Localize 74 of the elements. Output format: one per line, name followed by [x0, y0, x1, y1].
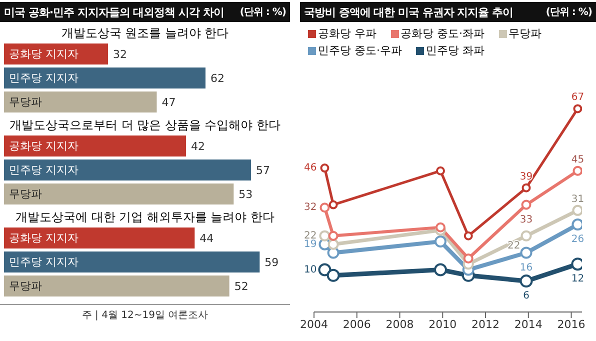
- data-label: 59: [264, 256, 279, 269]
- data-label: 12: [571, 274, 584, 285]
- data-label: 53: [238, 188, 253, 201]
- point: [434, 236, 446, 248]
- data-label: 62: [210, 72, 224, 85]
- point: [572, 204, 582, 216]
- data-label: 57: [256, 164, 270, 177]
- x-tick-label: 2004: [300, 318, 328, 331]
- data-label: 45: [571, 154, 584, 166]
- data-label: 42: [191, 140, 205, 153]
- data-label: 26: [571, 234, 584, 246]
- point: [328, 200, 338, 210]
- point: [320, 202, 330, 213]
- data-label: 39: [520, 171, 533, 182]
- point: [522, 183, 531, 192]
- y-tick-label: 민주당 지지자: [9, 255, 78, 268]
- data-label: 44: [200, 232, 214, 245]
- chart-title: 미국 공화·민주 지지자들의 대외정책 시각 차이: [4, 4, 224, 20]
- data-label: 47: [162, 96, 176, 109]
- text: 주 | 4월 12~19일 여론조사: [82, 310, 208, 321]
- data-label: 22: [508, 240, 520, 252]
- legend-label: 무당파: [508, 26, 542, 41]
- chart-subtitle: 개발도상국에 대한 기업 해외투자를 늘려야 한다: [14, 209, 276, 226]
- point: [328, 230, 338, 241]
- point: [572, 166, 582, 176]
- data-label: 32: [113, 48, 127, 61]
- legend-label: 민주당 좌파: [425, 43, 484, 58]
- chart-title: 국방비 증액에 대한 미국 유권자 지지율 추이: [304, 4, 513, 20]
- point: [520, 274, 533, 288]
- point: [436, 166, 445, 176]
- point: [520, 230, 532, 242]
- point: [319, 230, 330, 242]
- x-tick-label: 2012: [472, 318, 500, 331]
- point: [318, 263, 332, 276]
- data-label: 32: [304, 202, 317, 214]
- text: (단위 : %): [240, 6, 286, 19]
- point: [464, 231, 473, 240]
- data-label: 19: [304, 238, 317, 250]
- y-tick-label: 공화당 지지자: [9, 47, 78, 60]
- point: [328, 238, 339, 250]
- data-label: 16: [520, 262, 533, 274]
- y-tick-label: 무당파: [9, 95, 42, 108]
- data-label: 10: [304, 264, 317, 276]
- legend-label: 공화당 우파: [317, 26, 376, 41]
- data-label: 67: [571, 92, 584, 104]
- x-tick-label: 2008: [386, 318, 414, 331]
- y-tick-label: 민주당 지지자: [9, 71, 78, 84]
- x-tick-label: 2014: [514, 318, 542, 331]
- point: [463, 253, 474, 264]
- point: [434, 263, 447, 276]
- point: [573, 104, 582, 114]
- y-tick-label: 무당파: [9, 187, 42, 200]
- point: [520, 246, 532, 259]
- point: [521, 200, 532, 210]
- data-label: 46: [304, 162, 317, 174]
- x-tick-label: 2006: [342, 318, 371, 331]
- chart-subtitle: 개발도상국으로부터 더 많은 상품을 수입해야 한다: [8, 117, 282, 134]
- legend-label: 공화당 중도·좌파: [400, 26, 484, 41]
- chart-subtitle: 개발도상국 원조를 늘려야 한다: [60, 25, 230, 42]
- data-label: 52: [234, 280, 248, 293]
- point: [326, 268, 340, 282]
- y-tick-label: 공화당 지지자: [9, 231, 78, 244]
- legend-label: 민주당 중도·우파: [317, 43, 402, 58]
- data-label: 33: [520, 214, 533, 226]
- y-tick-label: 무당파: [9, 279, 42, 292]
- data-label: 31: [571, 194, 584, 205]
- data-label: 6: [523, 290, 530, 302]
- point: [435, 222, 446, 232]
- point: [320, 164, 330, 173]
- y-tick-label: 공화당 지지자: [9, 139, 78, 152]
- x-tick-label: 2016: [557, 318, 586, 331]
- text: (단위 : %): [546, 6, 592, 19]
- x-tick-label: 2010: [428, 318, 457, 331]
- y-tick-label: 민주당 지지자: [9, 163, 78, 176]
